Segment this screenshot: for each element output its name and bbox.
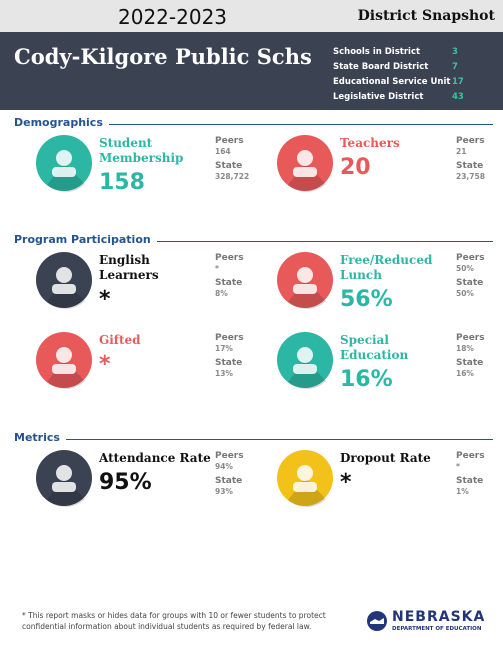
item-text: Attendance Rate 95% xyxy=(99,451,211,495)
state-value: 16% xyxy=(456,369,474,378)
district-name: Cody-Kilgore Public Schs xyxy=(14,44,312,69)
icon xyxy=(277,332,333,389)
item-value: * xyxy=(340,470,352,495)
item-text: Free/Reduced Lunch 56% xyxy=(340,253,452,312)
icon xyxy=(36,332,92,389)
peers-value: 94% xyxy=(215,462,233,471)
logo-subtext: DEPARTMENT OF EDUCATION xyxy=(392,626,482,632)
logo-text: NEBRASKA xyxy=(392,609,486,625)
peers-label: Peers xyxy=(215,451,244,461)
item-label: Teachers xyxy=(340,136,400,150)
peers-label: Peers xyxy=(456,253,485,263)
item-label: Free/Reduced Lunch xyxy=(340,253,433,282)
info-label: Legislative District xyxy=(333,92,424,102)
info-label: Educational Service Unit xyxy=(333,77,451,87)
state-value: 13% xyxy=(215,369,233,378)
info-value: 3 xyxy=(452,47,458,57)
info-label: Schools in District xyxy=(333,47,421,57)
top-bar xyxy=(0,0,503,32)
peers-value: 17% xyxy=(215,344,233,353)
icon xyxy=(277,252,333,309)
state-label: State xyxy=(215,161,243,171)
peers-value: 164 xyxy=(215,147,231,156)
state-label: State xyxy=(215,358,243,368)
state-label: State xyxy=(456,278,484,288)
state-value: 23,758 xyxy=(456,172,485,181)
item-value: 16% xyxy=(340,367,393,392)
item-text: Student Membership 158 xyxy=(99,136,211,195)
section-title: Demographics xyxy=(14,116,109,129)
icon xyxy=(277,450,333,507)
item-value: 56% xyxy=(340,287,393,312)
item-value: * xyxy=(99,352,111,377)
item-label: Student Membership xyxy=(99,136,184,165)
info-label: State Board District xyxy=(333,62,429,72)
item-text: English Learners * xyxy=(99,253,211,312)
item-text: Dropout Rate * xyxy=(340,451,452,495)
info-value: 7 xyxy=(452,62,458,72)
peers-value: * xyxy=(456,462,460,471)
icon xyxy=(36,135,92,192)
footnote: * This report masks or hides data for gr… xyxy=(22,611,326,631)
peers-label: Peers xyxy=(215,136,244,146)
item-text: Teachers 20 xyxy=(340,136,452,180)
state-label: State xyxy=(215,278,243,288)
year: 2022-2023 xyxy=(118,5,228,29)
peers-label: Peers xyxy=(456,451,485,461)
state-label: State xyxy=(456,358,484,368)
info-value: 43 xyxy=(452,92,464,102)
section-title: Metrics xyxy=(14,431,66,444)
state-label: State xyxy=(215,476,243,486)
state-value: 328,722 xyxy=(215,172,250,181)
peers-value: 50% xyxy=(456,264,474,273)
state-value: 1% xyxy=(456,487,469,496)
peers-value: 18% xyxy=(456,344,474,353)
section-line xyxy=(14,439,493,440)
state-label: State xyxy=(456,476,484,486)
item-label: Dropout Rate xyxy=(340,451,431,465)
icon xyxy=(277,135,333,192)
item-label: Gifted xyxy=(99,333,141,347)
item-label: English Learners xyxy=(99,253,159,282)
item-value: * xyxy=(99,287,111,312)
item-value: 20 xyxy=(340,155,371,180)
item-label: Special Education xyxy=(340,333,409,362)
snapshot-title: District Snapshot xyxy=(357,8,495,24)
section-line xyxy=(14,124,493,125)
state-value: 93% xyxy=(215,487,233,496)
item-label: Attendance Rate xyxy=(99,451,211,465)
info-value: 17 xyxy=(452,77,464,87)
state-value: 8% xyxy=(215,289,228,298)
item-value: 158 xyxy=(99,170,145,195)
item-text: Gifted * xyxy=(99,333,211,377)
item-value: 95% xyxy=(99,470,152,495)
icon xyxy=(36,252,92,309)
peers-label: Peers xyxy=(215,253,244,263)
state-label: State xyxy=(456,161,484,171)
section-line xyxy=(14,241,493,242)
peers-label: Peers xyxy=(456,333,485,343)
item-text: Special Education 16% xyxy=(340,333,452,392)
state-value: 50% xyxy=(456,289,474,298)
peers-value: * xyxy=(215,264,219,273)
peers-value: 21 xyxy=(456,147,467,156)
logo-icon xyxy=(367,611,387,631)
peers-label: Peers xyxy=(456,136,485,146)
icon xyxy=(36,450,92,507)
section-title: Program Participation xyxy=(14,233,157,246)
peers-label: Peers xyxy=(215,333,244,343)
header-bar xyxy=(0,32,503,110)
